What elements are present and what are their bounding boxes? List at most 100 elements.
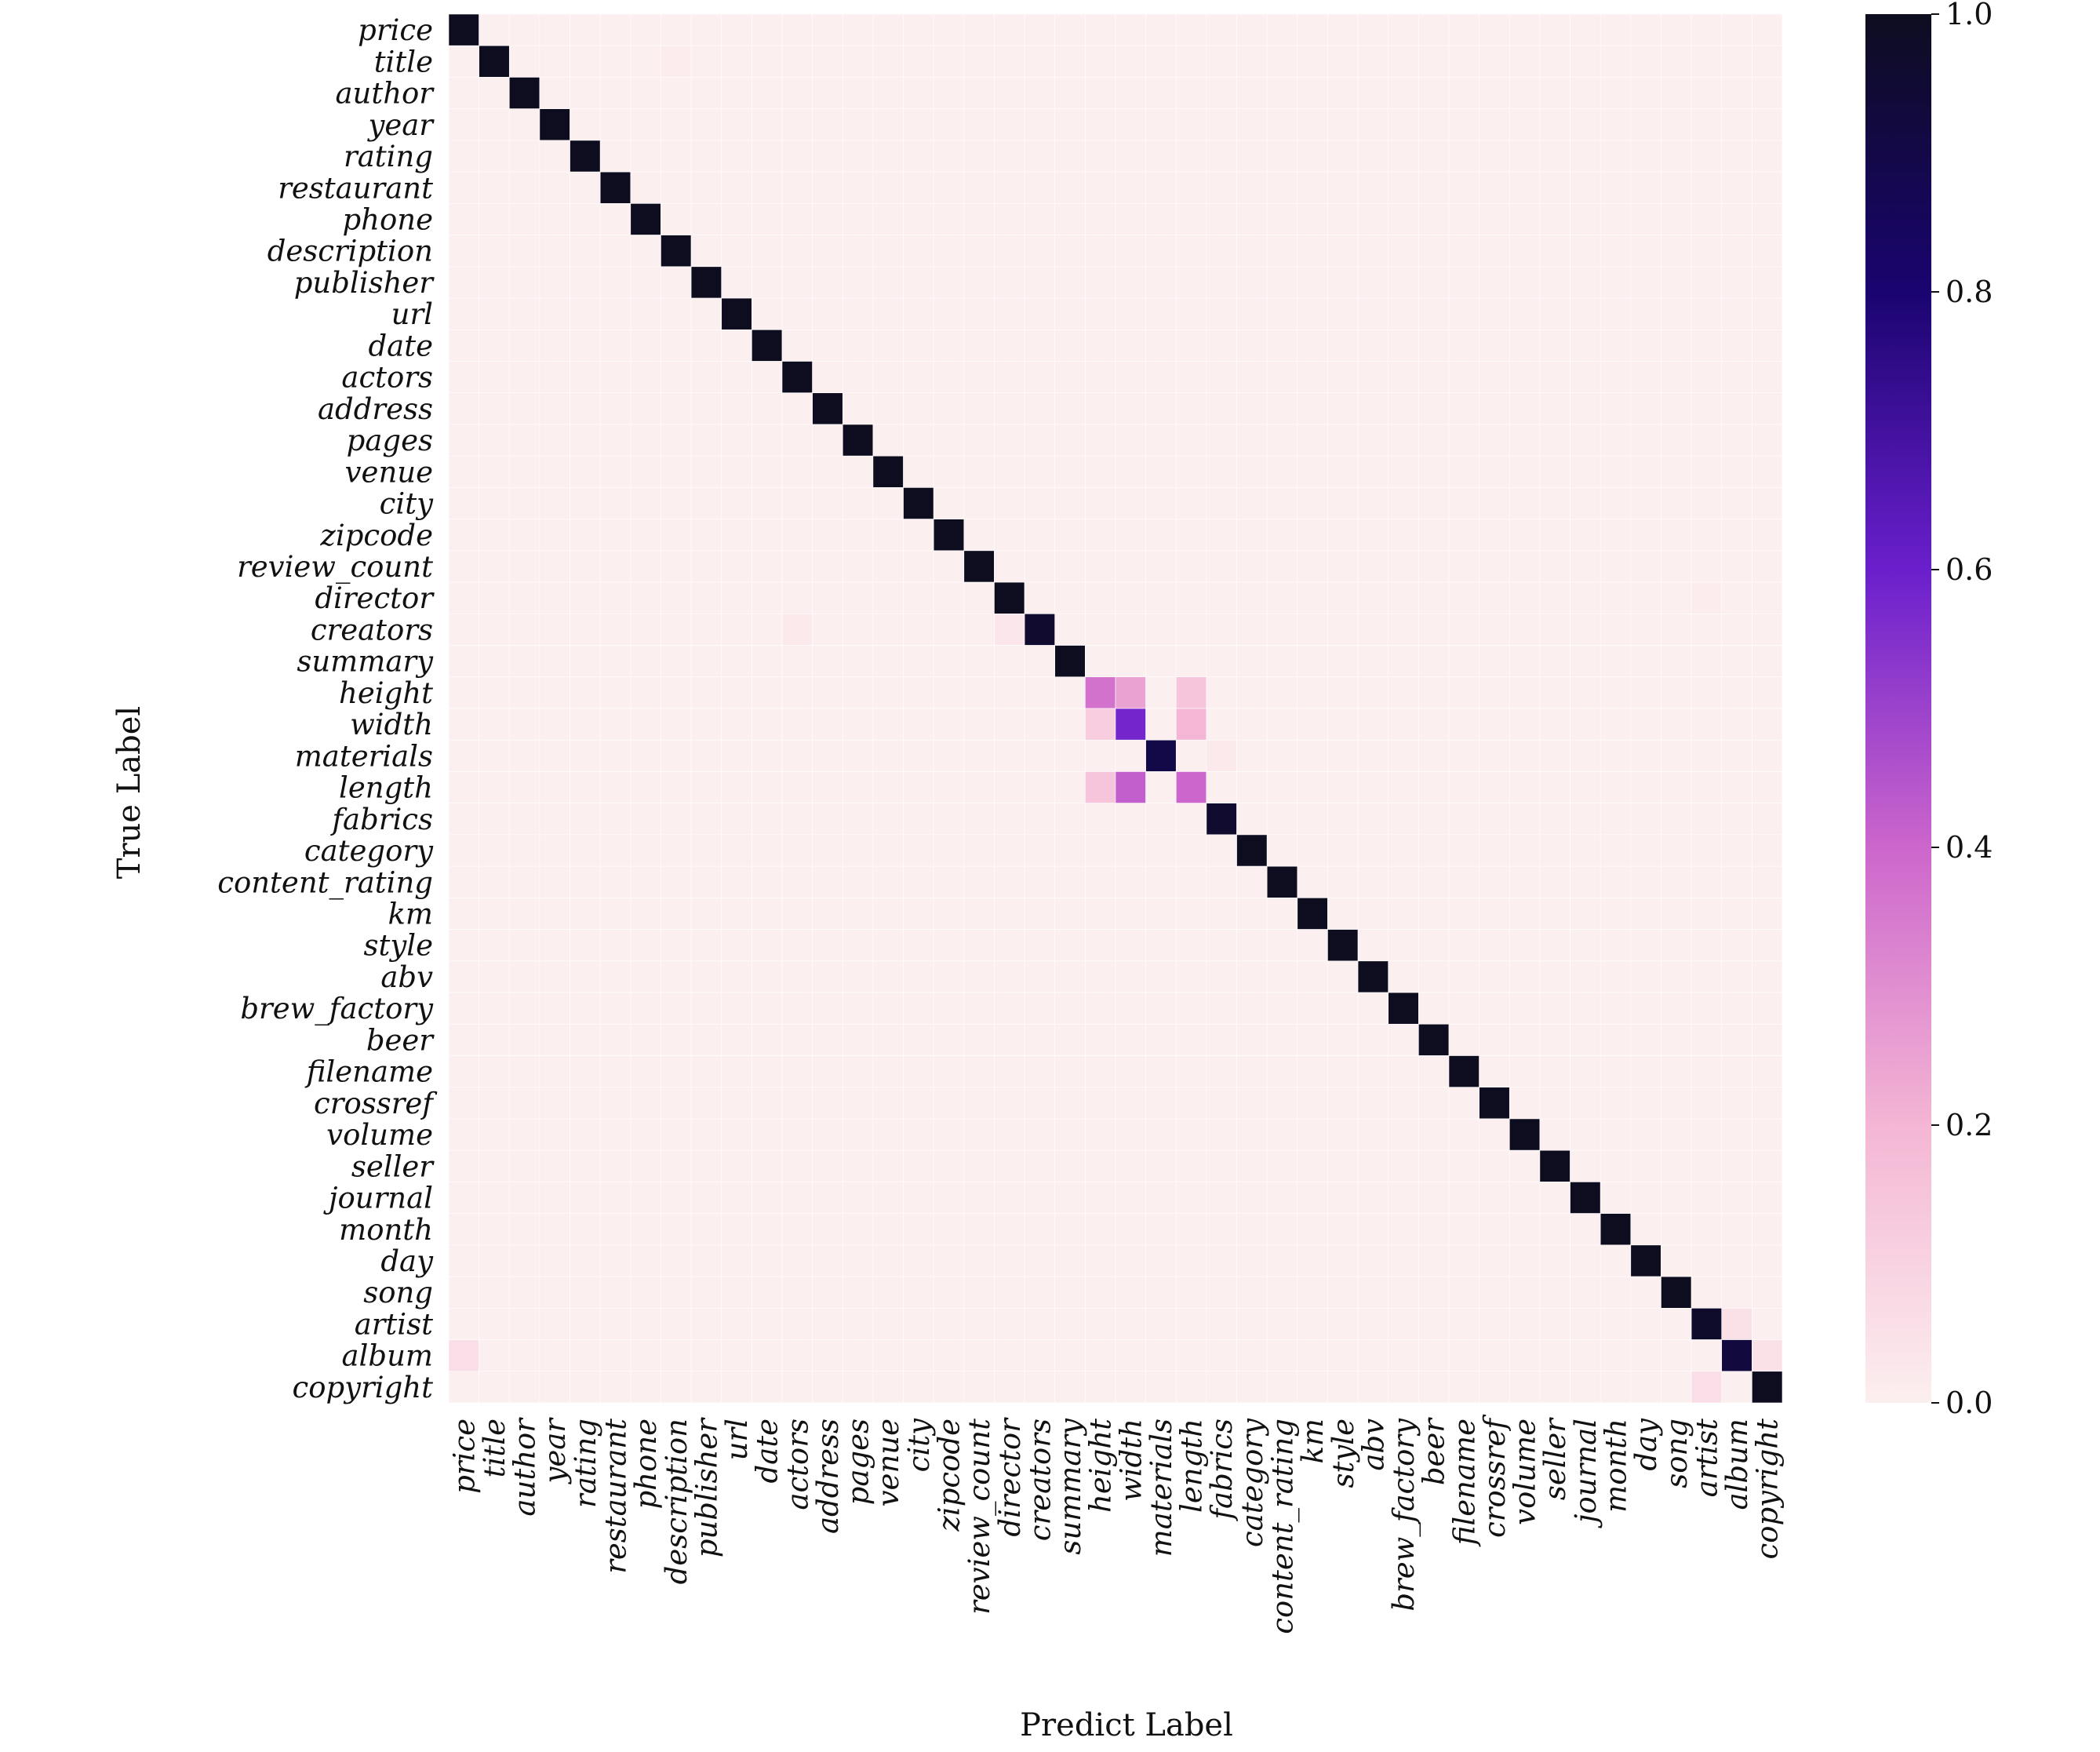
heatmap-cell: [1752, 108, 1783, 141]
heatmap-cell: [1539, 77, 1570, 109]
column-label: publisher: [690, 1417, 723, 1558]
heatmap-cell: [721, 865, 752, 898]
heatmap-cell: [1357, 708, 1389, 741]
heatmap-cell: [1570, 929, 1601, 962]
heatmap-cell: [1509, 834, 1541, 867]
heatmap-cell: [1752, 614, 1783, 646]
heatmap-cell: [1448, 1087, 1479, 1120]
heatmap-cell: [1115, 614, 1146, 646]
heatmap-cell: [994, 361, 1025, 394]
heatmap-cell: [1297, 487, 1328, 519]
heatmap-cell: [1691, 1087, 1723, 1120]
heatmap-cell: [1145, 865, 1177, 898]
heatmap-cell: [1479, 45, 1510, 78]
heatmap-cell: [1752, 361, 1783, 394]
heatmap-cell: [539, 1118, 570, 1151]
heatmap-cell: [842, 581, 874, 614]
column-label: width: [1114, 1419, 1148, 1502]
heatmap-cell: [903, 329, 934, 362]
heatmap-cell: [812, 1149, 843, 1182]
heatmap-cell: [661, 1244, 692, 1277]
heatmap-cell: [1630, 297, 1661, 330]
heatmap-cell: [1448, 77, 1479, 109]
heatmap-cell: [1418, 266, 1450, 299]
heatmap-cell: [963, 1276, 995, 1309]
heatmap-cell: [1509, 392, 1541, 425]
heatmap-cell: [842, 140, 874, 173]
heatmap-cell: [1539, 1023, 1570, 1056]
heatmap-cell: [872, 834, 904, 867]
heatmap-cell: [1570, 645, 1601, 678]
heatmap-cell: [721, 487, 752, 519]
heatmap-cell: [721, 235, 752, 268]
heatmap-cell: [1721, 455, 1752, 488]
heatmap-cell: [1175, 1182, 1207, 1214]
heatmap-cell: [539, 1087, 570, 1120]
heatmap-cell: [872, 13, 904, 46]
heatmap-cell: [1388, 1087, 1419, 1120]
heatmap-cell: [539, 235, 570, 268]
heatmap-cell: [479, 1118, 510, 1151]
heatmap-cell: [1509, 929, 1541, 962]
heatmap-cell: [933, 645, 965, 678]
colorbar-tick-label: 1.0: [1945, 0, 1993, 31]
heatmap-cell: [1357, 645, 1389, 678]
heatmap-cell: [1206, 1308, 1237, 1340]
heatmap-cell: [1115, 1339, 1146, 1372]
heatmap-cell: [1085, 1276, 1116, 1309]
heatmap-cell: [1115, 140, 1146, 173]
heatmap-cell: [1206, 235, 1237, 268]
row-label: review_count: [237, 550, 433, 585]
heatmap-cell: [1327, 203, 1359, 235]
heatmap-cell: [1570, 1055, 1601, 1088]
heatmap-cell: [1509, 1213, 1541, 1246]
heatmap-cell: [1418, 739, 1450, 772]
heatmap-cell: [1570, 45, 1601, 78]
heatmap-cell: [1327, 708, 1359, 741]
column-label: zipcode: [933, 1419, 966, 1532]
heatmap-cell: [1509, 898, 1541, 930]
heatmap-cell: [661, 929, 692, 962]
heatmap-cell: [1297, 1118, 1328, 1151]
heatmap-cell: [630, 550, 661, 583]
heatmap-cell: [1024, 865, 1056, 898]
heatmap-cell: [1327, 992, 1359, 1025]
heatmap-cell: [1297, 329, 1328, 362]
heatmap-cell: [781, 1371, 813, 1404]
heatmap-cell: [1266, 45, 1298, 78]
heatmap-cell: [1024, 45, 1056, 78]
heatmap-cell: [630, 1182, 661, 1214]
heatmap-cell: [752, 266, 783, 299]
heatmap-cell: [1418, 865, 1450, 898]
colorbar-ticks: 0.00.20.40.60.81.0: [1931, 0, 1993, 1420]
heatmap-cell: [994, 235, 1025, 268]
heatmap-cell: [448, 361, 479, 394]
heatmap-cell: [1085, 771, 1116, 803]
heatmap-cell: [1691, 1023, 1723, 1056]
heatmap-cell: [1024, 424, 1056, 457]
heatmap-cell: [1570, 424, 1601, 457]
heatmap-cell: [1752, 424, 1783, 457]
heatmap-cell: [599, 960, 631, 993]
heatmap-cell: [1297, 929, 1328, 962]
heatmap-cell: [570, 1023, 601, 1056]
heatmap-cell: [1054, 614, 1086, 646]
heatmap-cell: [752, 676, 783, 709]
heatmap-cell: [721, 1276, 752, 1309]
heatmap-cell: [1206, 550, 1237, 583]
heatmap-cell: [781, 77, 813, 109]
heatmap-cell: [599, 77, 631, 109]
heatmap-cell: [721, 992, 752, 1025]
heatmap-cell: [1297, 140, 1328, 173]
heatmap-cell: [1661, 1182, 1692, 1214]
heatmap-cell: [1630, 235, 1661, 268]
heatmap-cell: [1054, 581, 1086, 614]
heatmap-cell: [508, 1213, 540, 1246]
heatmap-cell: [1479, 929, 1510, 962]
heatmap-cell: [1630, 455, 1661, 488]
heatmap-cell: [1206, 1149, 1237, 1182]
heatmap-cell: [903, 1308, 934, 1340]
heatmap-cell: [1600, 297, 1632, 330]
heatmap-cell: [1297, 392, 1328, 425]
heatmap-cell: [1266, 424, 1298, 457]
